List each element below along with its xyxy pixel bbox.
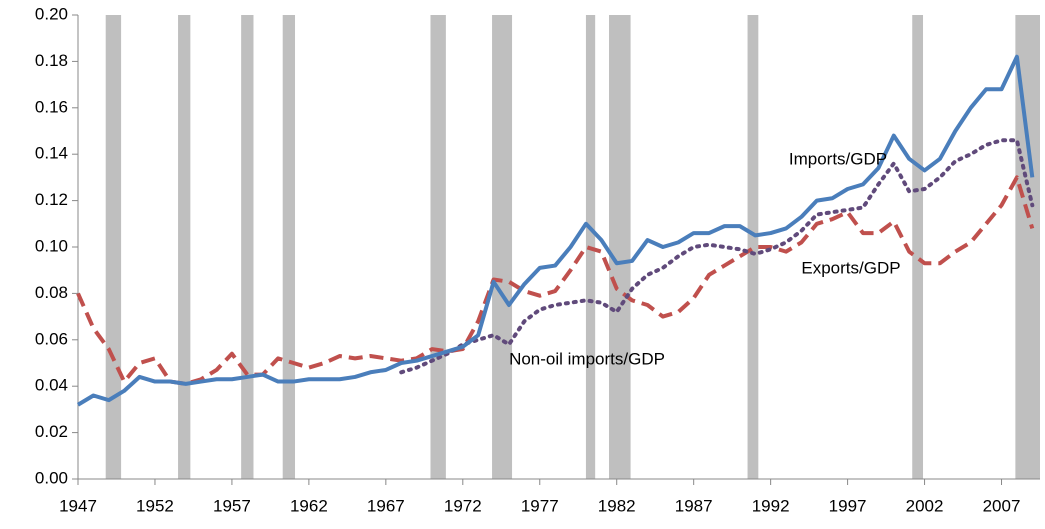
y-tick-label: 0.00 [35,468,68,487]
series-label: Imports/GDP [789,149,887,168]
x-tick-label: 1977 [521,496,559,515]
recession-band [492,15,513,479]
recession-band [105,15,122,479]
y-tick-label: 0.02 [35,422,68,441]
x-tick-label: 1982 [598,496,636,515]
x-tick-label: 1992 [752,496,790,515]
recession-band [282,15,296,479]
x-tick-label: 1987 [675,496,713,515]
series-line [399,138,1035,375]
recession-band [912,15,924,479]
recession-band [178,15,191,479]
x-tick-label: 1952 [136,496,174,515]
x-tick-label: 2002 [906,496,944,515]
series-label: Non-oil imports/GDP [509,349,665,368]
y-tick-label: 0.14 [35,144,68,163]
y-tick-label: 0.12 [35,190,68,209]
x-tick-label: 1947 [59,496,97,515]
y-tick-label: 0.06 [35,329,68,348]
y-tick-label: 0.08 [35,283,68,302]
recession-band [430,15,446,479]
y-tick-label: 0.16 [35,97,68,116]
x-tick-label: 1997 [829,496,867,515]
series-label: Exports/GDP [801,258,900,277]
x-tick-label: 1962 [290,496,328,515]
x-tick-label: 1967 [367,496,405,515]
y-tick-label: 0.20 [35,4,68,23]
recession-band [241,15,254,479]
y-tick-label: 0.04 [35,376,68,395]
series-line [76,175,1035,386]
recession-band [747,15,759,479]
x-tick-label: 1957 [213,496,251,515]
y-tick-label: 0.10 [35,236,68,255]
x-tick-label: 2007 [983,496,1021,515]
y-tick-label: 0.18 [35,51,68,70]
x-tick-label: 1972 [444,496,482,515]
series-line [76,54,1035,407]
recession-band [609,15,631,479]
